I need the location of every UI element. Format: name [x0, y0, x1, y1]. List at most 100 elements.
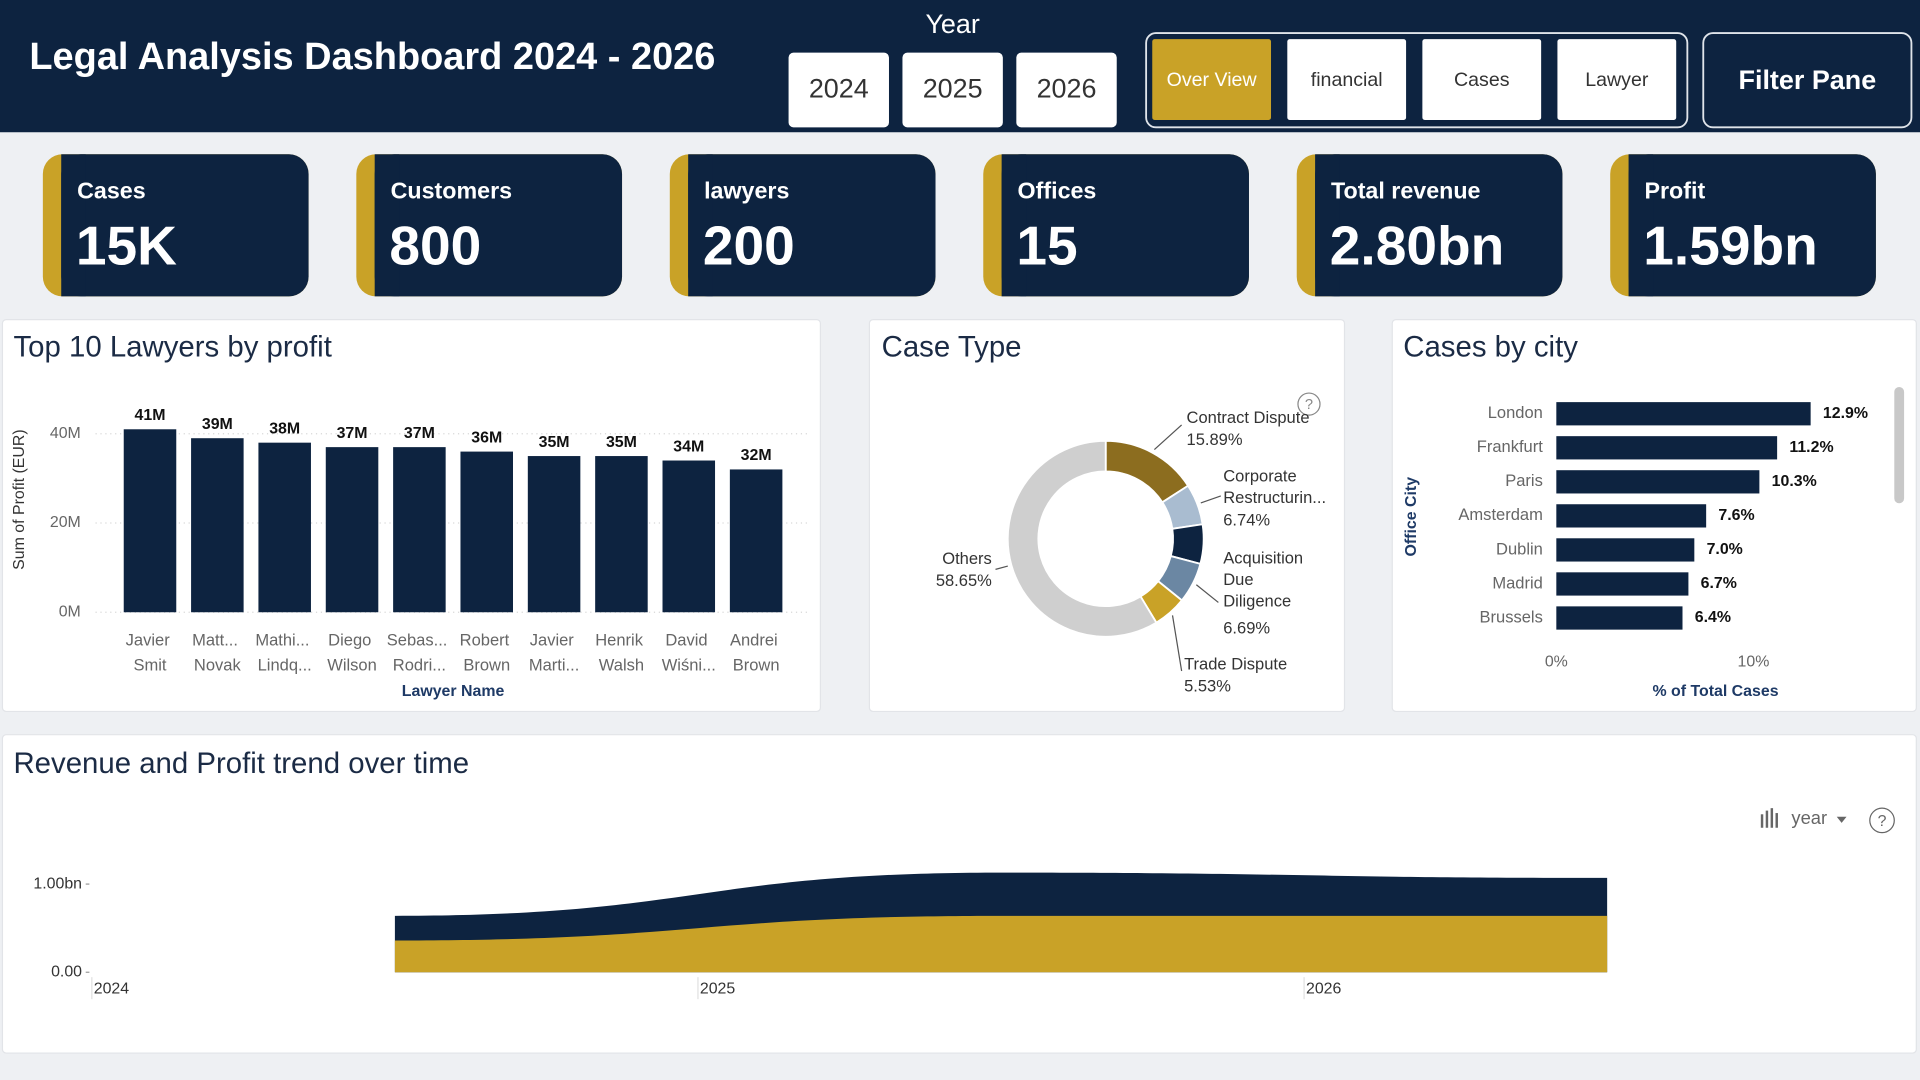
data-label: 32M	[741, 447, 772, 464]
kpi-label: Total revenue	[1331, 177, 1481, 203]
kpi-card-fill	[1315, 154, 1340, 297]
y-tick-label: 20M	[50, 514, 81, 531]
year-button[interactable]	[902, 52, 1003, 128]
data-label: 6.4%	[1695, 609, 1731, 626]
kpi-card	[1628, 154, 1876, 297]
icon-bar	[1765, 810, 1769, 828]
tab-label[interactable]: Lawyer	[1585, 69, 1649, 91]
kpi-value: 15	[1016, 214, 1077, 276]
slice-label: Trade Dispute	[1184, 654, 1287, 673]
filter-pane-label[interactable]: Filter Pane	[1739, 65, 1877, 95]
icon-bar	[1760, 814, 1764, 828]
drill-dropdown[interactable]: year	[1791, 807, 1827, 828]
year-label: Year	[925, 9, 979, 39]
tab-button[interactable]	[1557, 39, 1677, 121]
kpi-card	[1001, 154, 1249, 297]
tab-button[interactable]	[1287, 39, 1407, 121]
y-tick-label: 0M	[59, 603, 81, 620]
help-icon[interactable]	[1297, 392, 1321, 416]
y-tick-label: Paris	[1505, 471, 1543, 490]
help-icon[interactable]	[1869, 807, 1895, 834]
data-label: 34M	[673, 438, 704, 455]
data-label: 7.0%	[1707, 541, 1743, 558]
kpi-value: 800	[389, 214, 481, 276]
kpi-card-fill	[61, 154, 86, 297]
scrollbar[interactable]	[1894, 386, 1905, 504]
bar	[1556, 572, 1689, 596]
bar	[258, 442, 311, 613]
kpi-label: Customers	[391, 177, 512, 203]
leader-line	[1153, 424, 1183, 450]
bar	[729, 469, 783, 613]
bar	[662, 460, 716, 613]
slice-label: Corporate Restructurin...	[1223, 467, 1326, 507]
slice-value: 6.74%	[1223, 510, 1270, 529]
tab-label[interactable]: Cases	[1454, 69, 1510, 91]
kpi-card-fill	[374, 154, 400, 297]
x-tick-label: 2025	[700, 981, 736, 998]
dashboard-title: Legal Analysis Dashboard 2024 - 2026	[29, 36, 715, 78]
data-label: 35M	[606, 434, 637, 451]
bar	[1556, 436, 1778, 460]
x-tick-label: Mathi... Lindq...	[255, 631, 314, 675]
leader-line	[1200, 495, 1222, 504]
icon-bar	[1770, 808, 1774, 828]
y-tick-label: 1.00bn	[33, 875, 82, 892]
bar	[191, 438, 244, 613]
y-axis-title: Sum of Profit (EUR)	[11, 429, 28, 570]
bar	[527, 456, 581, 613]
area	[394, 915, 1608, 973]
x-tick-label: 2026	[1306, 981, 1342, 998]
year-button-label[interactable]: 2024	[809, 74, 869, 104]
slice-label: Acquisition Due Diligence	[1223, 549, 1307, 611]
help-icon-glyph: ?	[1305, 397, 1313, 413]
bar	[1556, 504, 1707, 528]
data-label: 39M	[202, 416, 233, 433]
tab-button[interactable]	[1152, 39, 1272, 121]
tab-button[interactable]	[1422, 39, 1542, 121]
data-label: 7.6%	[1718, 507, 1754, 524]
slice-label: Contract Dispute	[1187, 408, 1310, 427]
chart-title: Case Type	[882, 331, 1022, 364]
kpi-label: Profit	[1644, 177, 1705, 203]
chart-title: Cases by city	[1403, 331, 1578, 364]
chart-title: Revenue and Profit trend over time	[13, 747, 469, 780]
leader-line	[1195, 584, 1219, 603]
panel	[868, 318, 1346, 713]
data-label: 38M	[269, 420, 300, 437]
chart-title: Top 10 Lawyers by profit	[13, 331, 331, 364]
tab-label[interactable]: financial	[1311, 69, 1383, 91]
y-tick-label: Dublin	[1496, 539, 1543, 558]
x-tick-label: Sebas... Rodri...	[387, 631, 452, 675]
data-label: 35M	[539, 434, 570, 451]
year-button-label[interactable]: 2025	[923, 74, 983, 104]
slice-value: 6.69%	[1223, 619, 1270, 638]
data-label: 11.2%	[1789, 439, 1833, 456]
kpi-card-fill	[688, 154, 713, 297]
x-tick-label: Diego Wilson	[327, 631, 377, 675]
icon-bar	[1775, 813, 1778, 828]
year-button[interactable]	[1016, 52, 1117, 128]
bar	[393, 447, 446, 613]
bar	[1556, 538, 1695, 562]
leader-line	[995, 565, 1008, 570]
data-label: 37M	[337, 425, 368, 442]
y-axis-title: Office City	[1403, 477, 1420, 557]
year-button-label[interactable]: 2026	[1037, 74, 1097, 104]
tab-group	[1145, 32, 1689, 129]
slice-value: 15.89%	[1187, 430, 1243, 449]
slice-value: 58.65%	[936, 571, 992, 590]
help-icon-glyph: ?	[1878, 813, 1887, 830]
data-label: 6.7%	[1701, 575, 1737, 592]
y-tick-label: London	[1488, 403, 1543, 422]
kpi-label: Cases	[77, 177, 146, 203]
filter-pane-button[interactable]	[1702, 32, 1913, 129]
kpi-value: 2.80bn	[1330, 214, 1505, 276]
y-tick-label: Amsterdam	[1458, 505, 1542, 524]
tab-label[interactable]: Over View	[1167, 69, 1258, 91]
dropdown-caret	[1836, 816, 1847, 823]
year-button[interactable]	[788, 52, 889, 128]
x-tick-label: 0%	[1545, 654, 1568, 671]
y-tick-label: 40M	[50, 425, 81, 442]
